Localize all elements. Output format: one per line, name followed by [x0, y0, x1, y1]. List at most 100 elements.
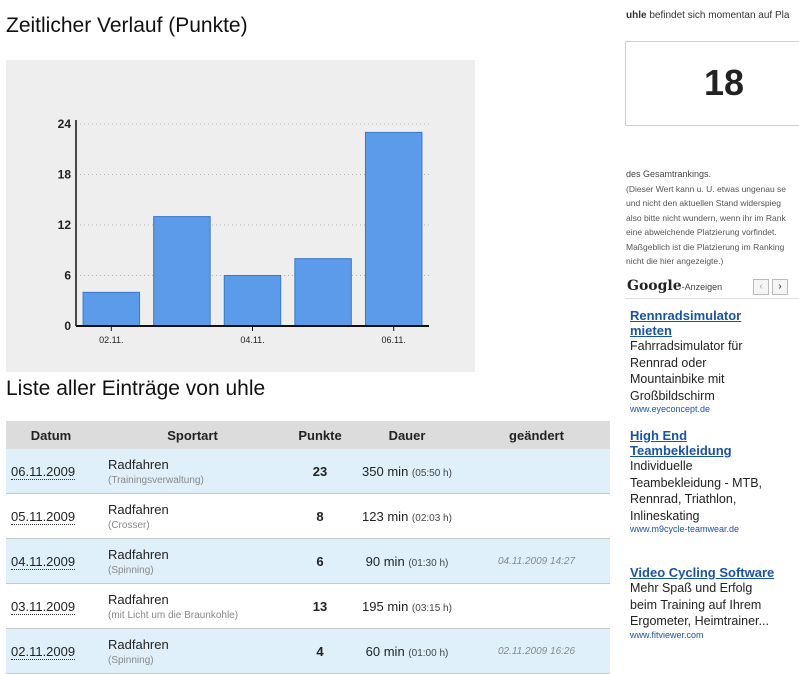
- ad-text: Mehr Spaß und Erfolg: [630, 581, 753, 595]
- duration-value: 123 min: [362, 508, 409, 524]
- duration-hours: (03:15 h): [411, 602, 452, 614]
- ad-url[interactable]: www.m9cycle-teamwear.de: [630, 524, 740, 534]
- ad-title[interactable]: mieten: [630, 323, 672, 338]
- ranking-note-line: also bitte nicht wundern, wenn ihr im Ra…: [626, 212, 786, 223]
- bar: [82, 291, 141, 327]
- chevron-right-icon[interactable]: ›: [772, 279, 788, 295]
- ad-text: Fahrradsimulator für: [630, 339, 743, 353]
- duration-hours: (05:50 h): [411, 467, 452, 479]
- ad-text: Großbildschirm: [630, 388, 715, 403]
- ranking-note-line: eine abweichende Platzierung vorfindet.: [626, 227, 777, 237]
- table-row: 05.11.2009 Radfahren (Crosser) 8 123 min …: [6, 493, 610, 539]
- sport-name: Radfahren: [108, 501, 169, 517]
- y-tick-label: 18: [58, 168, 72, 182]
- ranking-note-line: und nicht den aktuellen Stand widerspieg: [626, 198, 781, 208]
- y-tick-label: 12: [58, 218, 72, 232]
- sport-detail: (Trainingsverwaltung): [108, 474, 204, 486]
- bar: [364, 131, 423, 327]
- entry-date-link[interactable]: 06.11.2009: [11, 463, 76, 480]
- table-header-row: Datum Sportart Punkte Dauer geändert: [6, 421, 610, 449]
- ad-title[interactable]: Video Cycling Software: [630, 565, 775, 580]
- duration-value: 90 min: [365, 553, 405, 569]
- sport-detail: (mit Licht um die Braunkohle): [108, 609, 239, 621]
- x-tick-label: 02.11.: [99, 335, 123, 345]
- chart-title: Zeitlicher Verlauf (Punkte): [6, 14, 248, 37]
- sport-name: Radfahren: [108, 591, 169, 607]
- bar-chart-svg: 0 6 12 18 24 02.11. 04.11. 06.11.: [58, 117, 429, 345]
- ad-text: Rennrad oder: [630, 355, 707, 370]
- ad-text: Teambekleidung - MTB,: [630, 475, 763, 490]
- header-date: Datum: [6, 421, 96, 449]
- sport-name: Radfahren: [108, 636, 169, 652]
- points-value: 4: [289, 628, 351, 674]
- duration-hours: (01:30 h): [408, 557, 449, 569]
- duration-value: 350 min: [362, 463, 409, 479]
- y-tick-label: 24: [58, 117, 72, 131]
- ad-text: beim Training auf Ihrem: [630, 597, 762, 612]
- sport-name: Radfahren: [108, 546, 169, 562]
- x-tick-label: 04.11.: [240, 335, 264, 345]
- entry-date-link[interactable]: 05.11.2009: [11, 508, 76, 525]
- ad-text: Inlineskating: [630, 508, 700, 523]
- ranking-note-line: Maßgeblich ist die Platzierung im Rankin…: [626, 241, 785, 252]
- ad-text: Rennrad, Triathlon,: [630, 492, 737, 506]
- header-changed: geändert: [463, 421, 610, 449]
- y-tick-label: 6: [64, 269, 71, 283]
- changed-value: [463, 583, 610, 629]
- chevron-left-icon[interactable]: ‹: [753, 279, 769, 295]
- entry-date-link[interactable]: 03.11.2009: [11, 598, 76, 615]
- duration-hours: (01:00 h): [408, 647, 449, 659]
- ad-url[interactable]: www.fitviewer.com: [630, 629, 704, 640]
- ad-item[interactable]: High End Teambekleidung Individuelle Tea…: [625, 428, 762, 534]
- ad-text: Mountainbike mit: [630, 372, 725, 386]
- sport-name: Radfahren: [108, 456, 169, 472]
- bar: [223, 275, 282, 327]
- ad-title[interactable]: High End: [630, 428, 688, 443]
- sport-detail: (Spinning): [108, 654, 154, 666]
- rank-box: 18: [625, 41, 799, 126]
- y-tick-label: 0: [64, 319, 71, 333]
- ads-header: Google-Anzeigen ‹ ›: [625, 276, 799, 299]
- points-value: 23: [289, 449, 351, 494]
- sport-detail: (Spinning): [108, 564, 154, 576]
- ranking-user: uhle: [626, 10, 647, 21]
- table-row: 02.11.2009 Radfahren (Spinning) 4 60 min …: [6, 628, 610, 674]
- ranking-header: uhle befindet sich momentan auf Pla: [626, 10, 789, 21]
- entry-date-link[interactable]: 02.11.2009: [11, 643, 76, 660]
- entry-date-link[interactable]: 04.11.2009: [11, 553, 76, 570]
- header-duration: Dauer: [351, 421, 463, 449]
- points-value: 13: [289, 583, 351, 629]
- bar: [294, 258, 352, 327]
- duration-hours: (02:03 h): [411, 512, 452, 524]
- ad-url[interactable]: www.eyeconcept.de: [630, 404, 711, 414]
- ranking-note: des Gesamtrankings. (Dieser Wert kann u.…: [626, 167, 786, 269]
- ranking-note-line: nicht die hier angezeigte.): [626, 256, 724, 266]
- changed-value: 04.11.2009 14:27: [463, 538, 610, 584]
- ad-title[interactable]: Rennradsimulator: [630, 308, 742, 323]
- ranking-note-line: (Dieser Wert kann u. U. etwas ungenau se: [626, 183, 787, 194]
- google-ads: Google-Anzeigen ‹ › Rennradsimulator mie…: [625, 276, 799, 640]
- table-row: 04.11.2009 Radfahren (Spinning) 6 90 min …: [6, 538, 610, 584]
- points-value: 6: [289, 538, 351, 584]
- ad-title[interactable]: Teambekleidung: [630, 443, 732, 458]
- table-row: 03.11.2009 Radfahren (mit Licht um die Br…: [6, 583, 610, 629]
- ads-label: -Anzeigen: [681, 282, 723, 292]
- ranking-header-text: befindet sich momentan auf Pla: [646, 10, 790, 21]
- changed-value: [463, 449, 610, 494]
- rank-number: 18: [703, 62, 745, 103]
- header-sport: Sportart: [96, 421, 289, 449]
- changed-value: [463, 493, 610, 539]
- ad-text: Ergometer, Heimtrainer...: [630, 614, 769, 628]
- ranking-note-main: des Gesamtrankings.: [626, 169, 712, 179]
- x-tick-label: 06.11.: [382, 335, 406, 345]
- bar: [153, 216, 211, 327]
- points-chart: 0 6 12 18 24 02.11. 04.11. 06.11.: [6, 60, 475, 372]
- ad-item[interactable]: Video Cycling Software Mehr Spaß und Erf…: [625, 565, 774, 640]
- sport-detail: (Crosser): [108, 519, 150, 531]
- duration-value: 195 min: [362, 598, 409, 614]
- google-logo[interactable]: Google-Anzeigen: [627, 278, 723, 294]
- changed-value: 02.11.2009 16:26: [463, 628, 610, 674]
- list-title: Liste aller Einträge von uhle: [6, 377, 266, 400]
- ad-item[interactable]: Rennradsimulator mieten Fahrradsimulator…: [625, 308, 743, 414]
- ad-text: Individuelle: [630, 459, 693, 473]
